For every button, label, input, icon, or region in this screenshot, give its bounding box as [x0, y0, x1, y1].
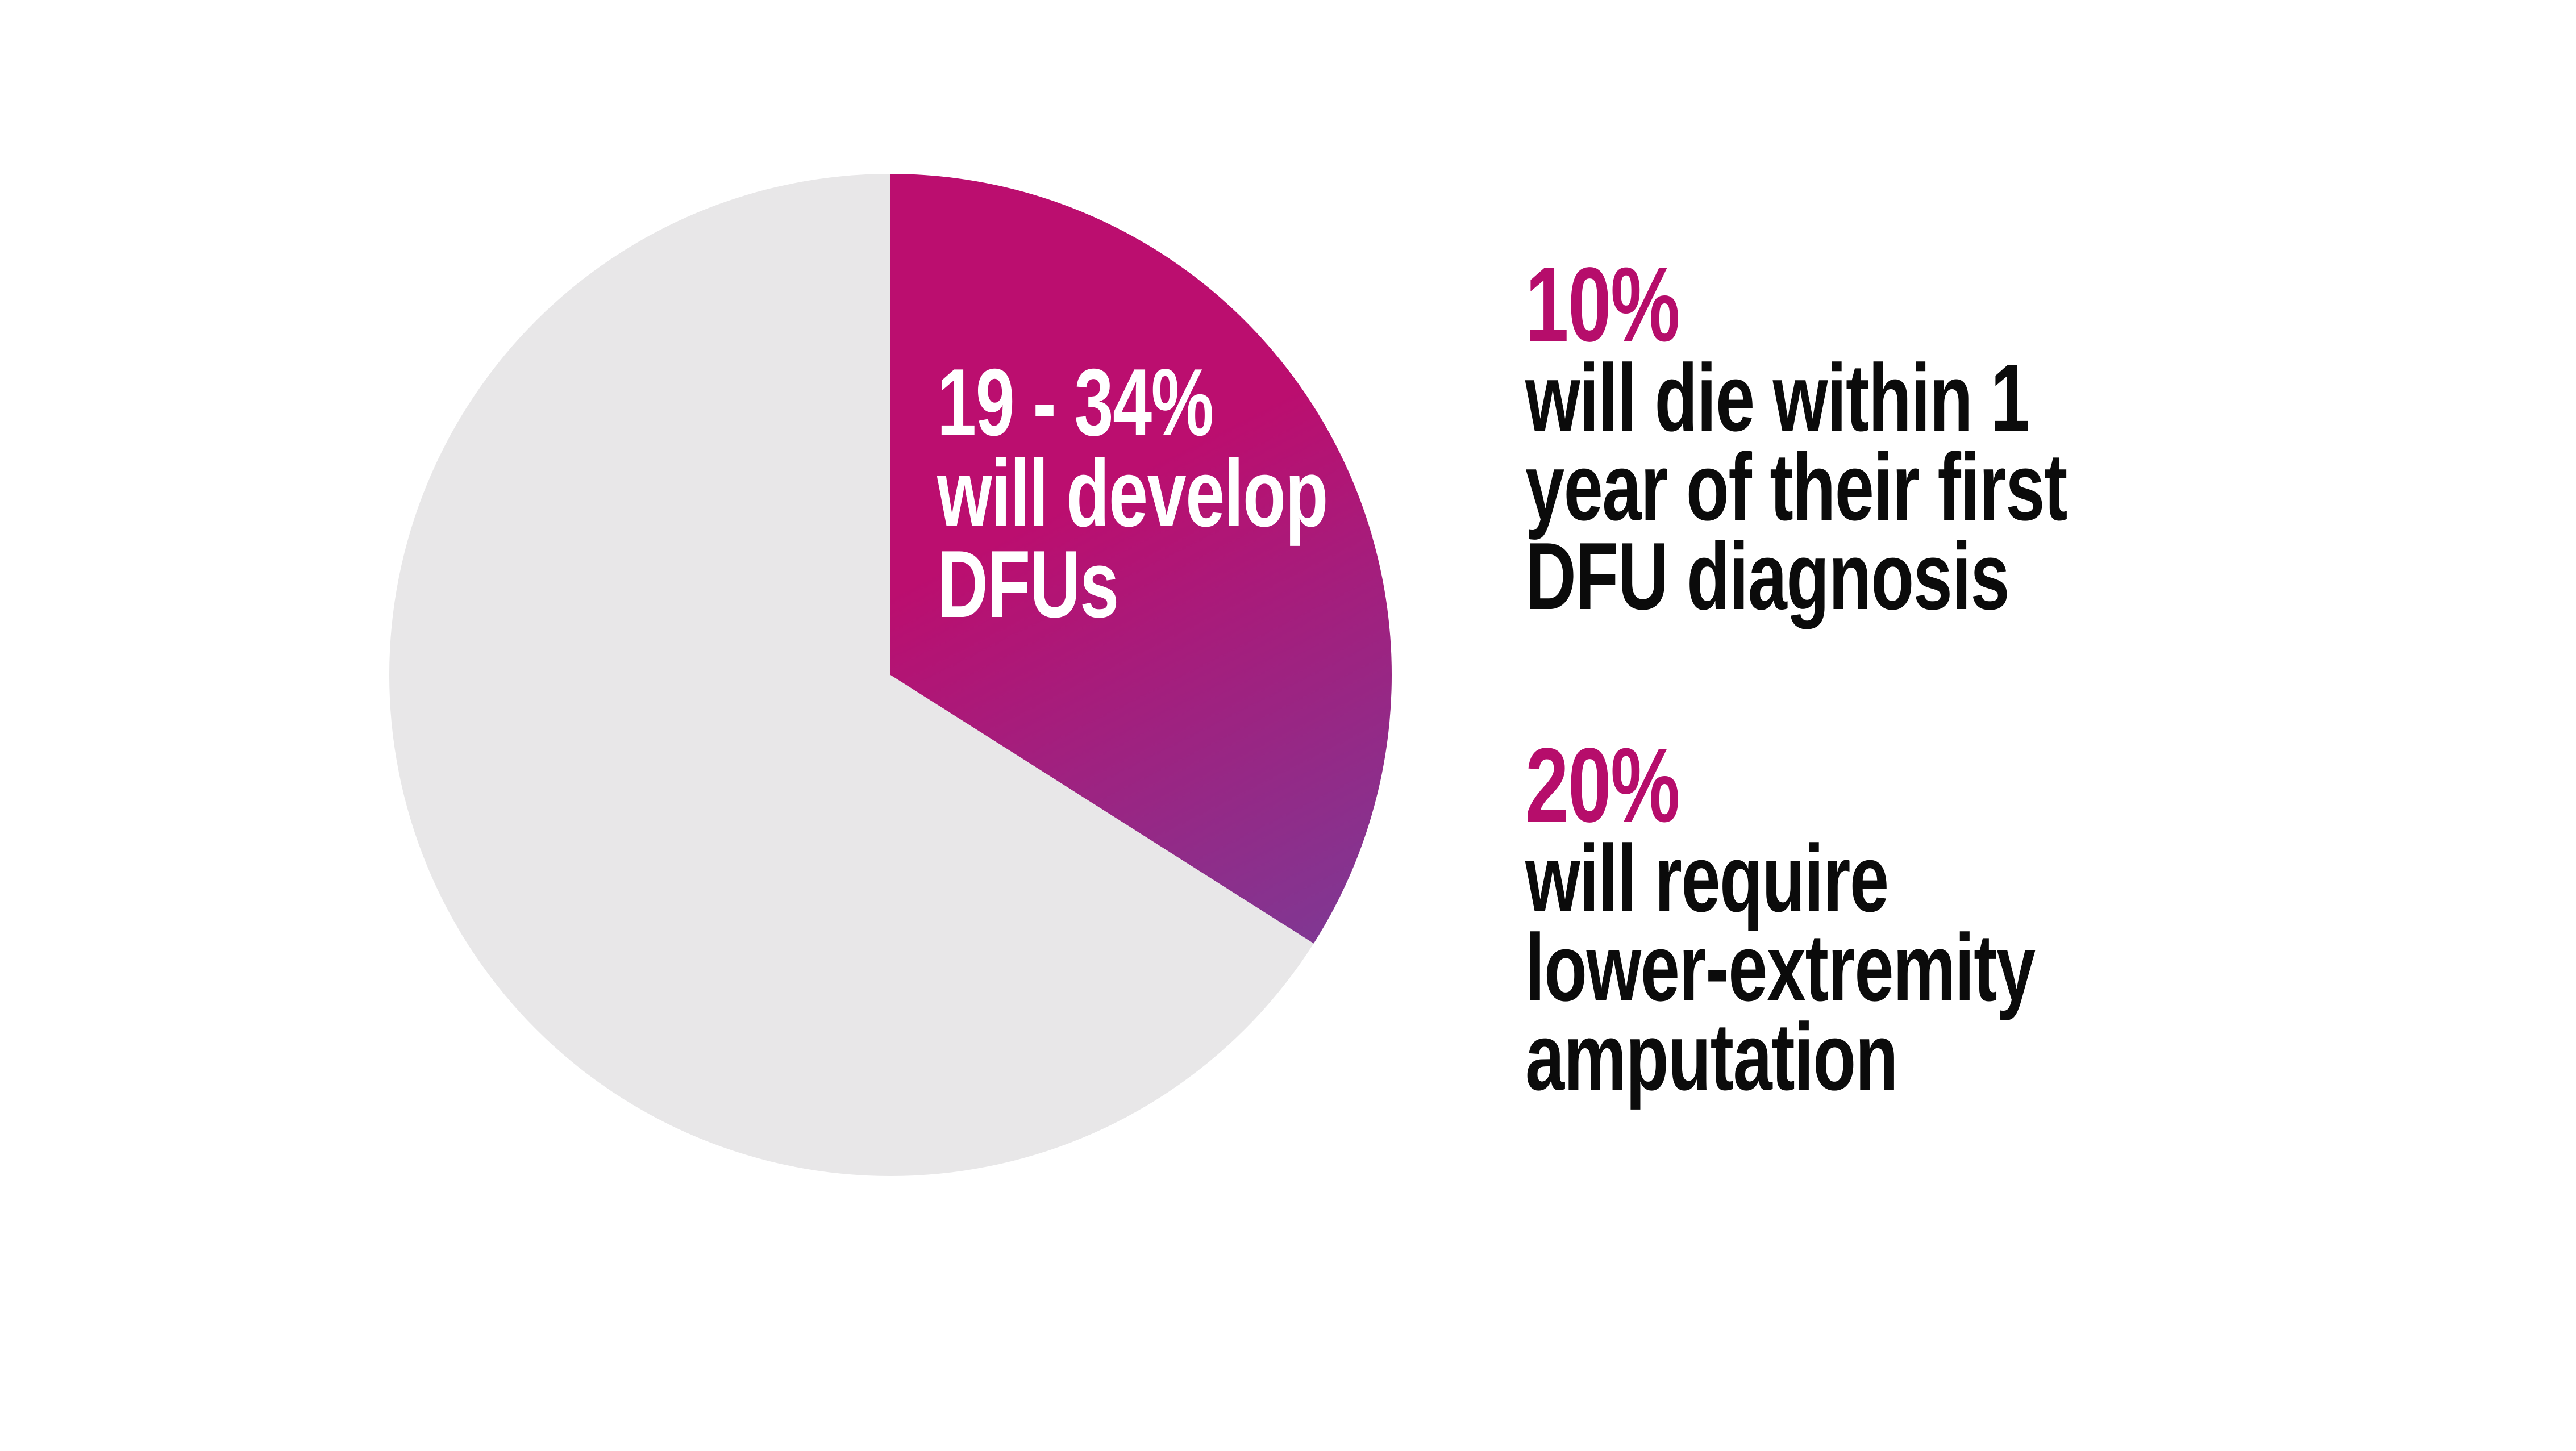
pie-slice-label-line1: 19 - 34% — [937, 349, 1214, 456]
stat-percentage-amputation: 20% — [1525, 727, 1680, 844]
pie-slice-label-line2: will develop — [937, 440, 1328, 547]
stat-text-line: year of their first — [1525, 433, 2067, 540]
stat-text-line: will die within 1 — [1525, 344, 2030, 451]
pie-slice-dfu — [890, 174, 1392, 944]
stat-text-line: DFU diagnosis — [1525, 523, 2010, 629]
stat-text-line: amputation — [1525, 1003, 1899, 1110]
stat-percentage-mortality: 10% — [1525, 246, 1680, 364]
pie-slice-label-line3: DFUs — [937, 531, 1119, 637]
stat-block-amputation: 20% will require lower-extremity amputat… — [1525, 727, 2036, 1110]
stat-text-line: lower-extremity — [1525, 914, 2036, 1021]
stat-text-line: will require — [1525, 825, 1889, 932]
pie-slice-label: 19 - 34% will develop DFUs — [937, 349, 1328, 637]
stat-block-mortality: 10% will die within 1 year of their firs… — [1525, 246, 2067, 629]
